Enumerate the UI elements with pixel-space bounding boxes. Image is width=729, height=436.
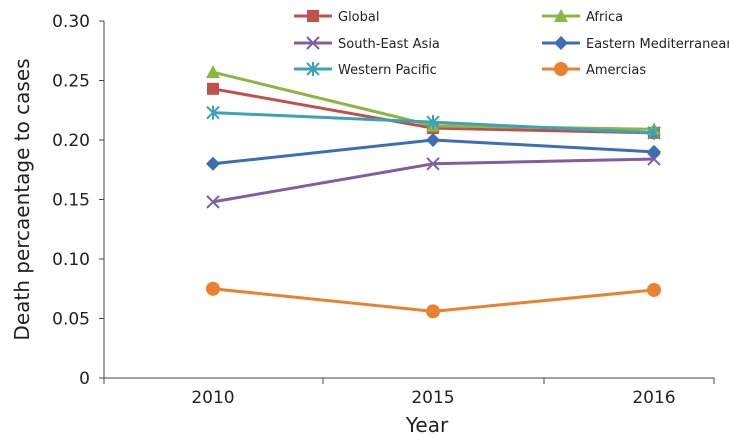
legend-item: Global (294, 10, 379, 25)
legend-label: Western Pacific (338, 63, 437, 78)
series-western-pacific (206, 105, 661, 140)
legend-label: Global (338, 10, 379, 25)
x-ticks: 2010 2015 2016 (103, 378, 715, 408)
y-tick-label: 0.05 (52, 310, 90, 330)
legend-item: Eastern Mediterranean (542, 36, 729, 52)
series-south-east-asia (206, 152, 661, 209)
legend-item: Africa (542, 9, 623, 25)
data-point (206, 281, 220, 296)
data-point (426, 115, 440, 130)
legend-marker (306, 36, 320, 50)
legend-marker (306, 62, 320, 76)
y-axis-title: Death percaentage to cases (10, 58, 34, 340)
legend-marker (554, 9, 568, 22)
data-point (647, 152, 661, 166)
series-eastern-mediterranean (206, 133, 661, 171)
y-tick-label: 0.25 (52, 72, 90, 92)
legend-label: Amercias (586, 63, 646, 78)
data-point (426, 133, 440, 147)
x-tick-label: 2016 (632, 388, 675, 408)
legend-marker (307, 10, 319, 22)
y-ticks: 0 0.05 0.10 0.15 0.20 0.25 0.30 (52, 12, 104, 389)
data-point (206, 65, 220, 79)
legend-label: South-East Asia (338, 37, 440, 52)
data-point (206, 105, 220, 120)
legend-label: Eastern Mediterranean (586, 37, 729, 52)
data-point (647, 144, 661, 159)
legend-item: Western Pacific (294, 62, 437, 78)
data-point (426, 304, 440, 319)
y-tick-label: 0.15 (52, 191, 90, 211)
series-layer (206, 65, 661, 319)
legend-marker (554, 62, 568, 76)
x-axis-title: Year (405, 413, 449, 436)
data-point (206, 195, 220, 209)
x-tick-label: 2010 (191, 388, 234, 408)
y-tick-label: 0 (79, 369, 90, 389)
legend-marker (554, 36, 568, 50)
data-point (426, 157, 440, 171)
legend: Global Africa South-East Asia Eastern Medit… (294, 9, 729, 78)
y-tick-label: 0.30 (52, 12, 90, 32)
y-tick-label: 0.20 (52, 131, 90, 151)
x-tick-label: 2015 (411, 388, 454, 408)
y-tick-label: 0.10 (52, 250, 90, 270)
legend-item: Amercias (542, 62, 646, 78)
data-point (207, 82, 219, 95)
legend-label: Africa (586, 10, 623, 25)
data-point (647, 125, 661, 140)
legend-item: South-East Asia (294, 36, 440, 52)
data-point (647, 282, 661, 297)
series-amercias (206, 281, 661, 319)
data-point (206, 156, 220, 171)
